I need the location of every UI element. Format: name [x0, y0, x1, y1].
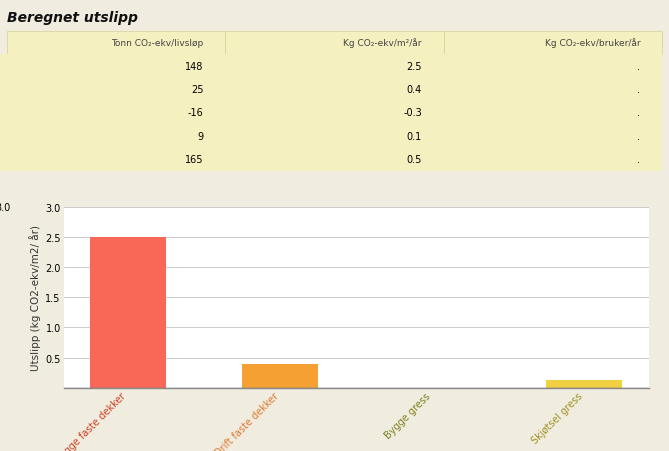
- Y-axis label: Utslipp (kg CO2-ekv/m2/ år): Utslipp (kg CO2-ekv/m2/ år): [29, 225, 41, 371]
- Bar: [394, 388, 470, 390]
- Text: Beregnet utslipp: Beregnet utslipp: [7, 11, 138, 25]
- Text: 3.0: 3.0: [0, 202, 11, 212]
- Bar: [242, 364, 318, 388]
- Bar: [547, 380, 622, 388]
- Bar: [90, 238, 166, 388]
